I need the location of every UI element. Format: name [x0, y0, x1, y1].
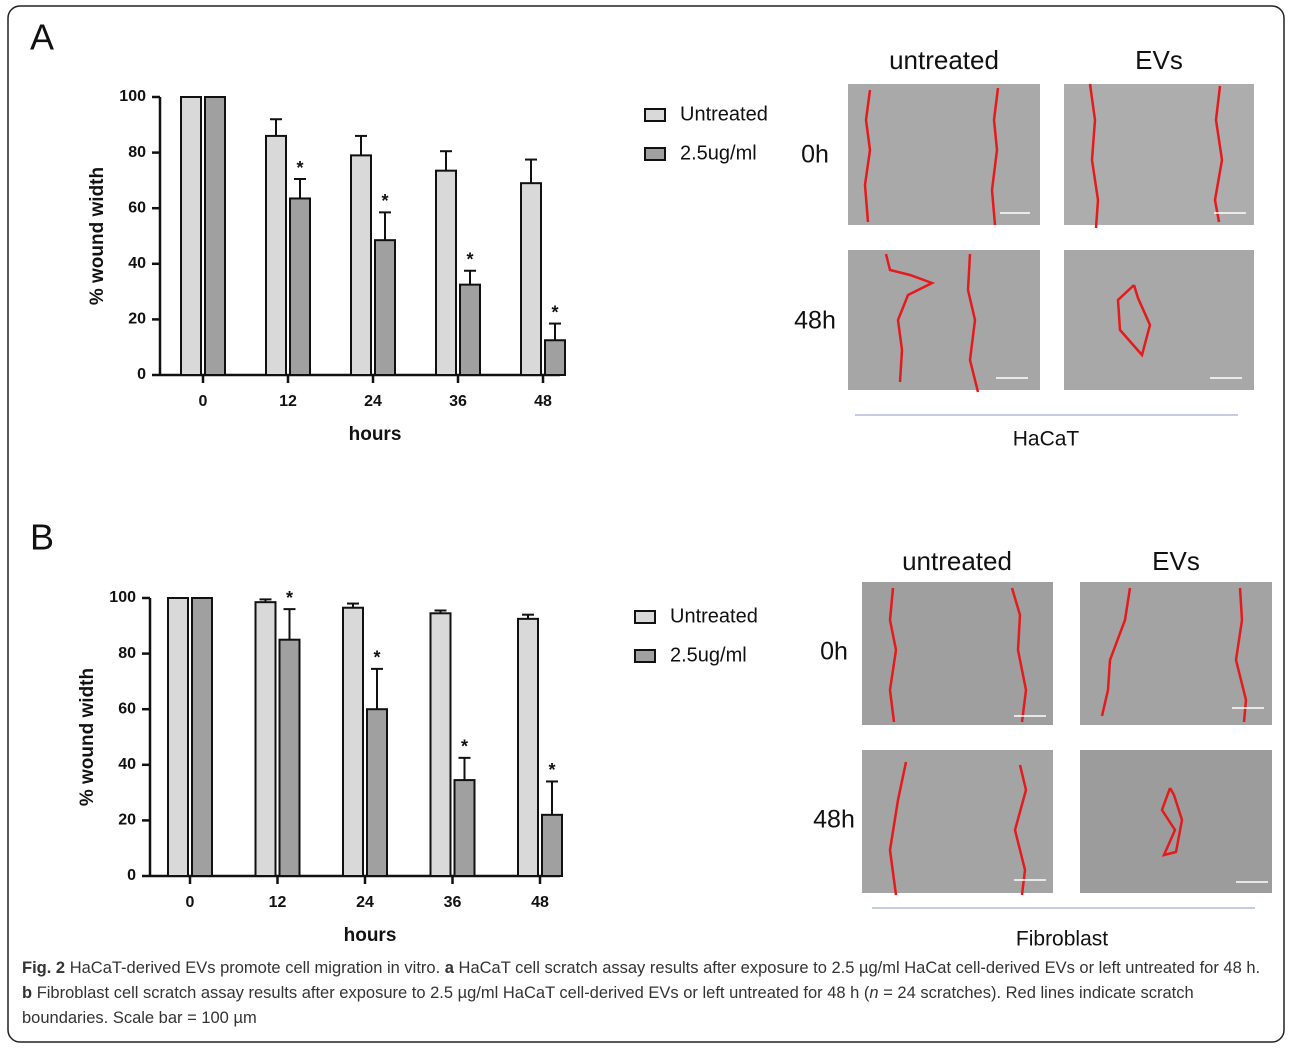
image-column-label: EVs: [1135, 45, 1183, 75]
x-tick-label: 12: [279, 393, 297, 410]
bar: [168, 598, 188, 876]
caption-part-label: b: [22, 984, 32, 1002]
y-axis-label: % wound width: [87, 167, 108, 305]
image-row-label: 0h: [801, 141, 829, 169]
y-axis-label: % wound width: [77, 668, 98, 806]
y-tick-label: 40: [118, 756, 136, 773]
bar: [266, 136, 286, 375]
image-column-label: untreated: [902, 546, 1012, 576]
bar: [256, 602, 276, 876]
x-axis-label: hours: [344, 925, 397, 946]
x-tick-label: 0: [186, 894, 195, 911]
panel-label: A: [30, 17, 54, 58]
error-bar: [371, 669, 383, 709]
figure: A 0 20 40 60 80 100 % wound width hours 0 12 * 24 * 36…: [0, 0, 1292, 1048]
legend-label: Untreated: [680, 103, 768, 125]
significance-marker: *: [286, 588, 293, 608]
x-tick-label: 12: [269, 894, 287, 911]
cell-type-label: HaCaT: [1013, 428, 1080, 451]
legend-label: 2.5ug/ml: [680, 142, 757, 164]
bar: [192, 598, 212, 876]
bar: [343, 608, 363, 876]
caption-title: HaCaT-derived EVs promote cell migration…: [70, 959, 440, 977]
y-tick-label: 60: [118, 700, 136, 717]
bar: [351, 155, 371, 375]
y-tick-label: 0: [127, 867, 136, 884]
y-tick-label: 80: [128, 144, 146, 161]
caption-text: HaCaT cell scratch assay results after e…: [459, 959, 1261, 977]
significance-marker: *: [296, 158, 303, 178]
legend-swatch: [645, 148, 665, 160]
legend-label: Untreated: [670, 605, 758, 627]
significance-marker: *: [466, 250, 473, 270]
bar: [455, 780, 475, 876]
x-tick-label: 36: [444, 894, 462, 911]
bar: [367, 709, 387, 876]
significance-marker: *: [373, 648, 380, 668]
x-axis-label: hours: [349, 424, 402, 445]
bar: [205, 97, 225, 375]
error-bar: [440, 151, 452, 170]
x-tick-label: 48: [531, 894, 549, 911]
significance-marker: *: [461, 737, 468, 757]
error-bar: [270, 119, 282, 136]
bar: [518, 619, 538, 876]
x-tick-label: 24: [356, 894, 374, 911]
panel-label: B: [30, 517, 54, 558]
image-column-label: EVs: [1152, 546, 1200, 576]
legend-swatch: [635, 650, 655, 662]
y-tick-label: 100: [109, 589, 136, 606]
caption-text: Fibroblast cell scratch assay results af…: [37, 984, 870, 1002]
y-tick-label: 20: [128, 311, 146, 328]
error-bar: [284, 609, 296, 640]
bar: [375, 240, 395, 375]
error-bar: [464, 271, 476, 285]
y-tick-label: 20: [118, 812, 136, 829]
caption-n: n: [869, 984, 878, 1002]
caption: Fig. 2 HaCaT-derived EVs promote cell mi…: [22, 956, 1272, 1031]
error-bar: [355, 136, 367, 155]
figure-graphics: A 0 20 40 60 80 100 % wound width hours 0 12 * 24 * 36…: [0, 0, 1292, 1048]
image-row-label: 48h: [794, 307, 836, 335]
x-tick-label: 36: [449, 393, 467, 410]
bar: [460, 285, 480, 375]
bar: [521, 183, 541, 375]
y-tick-label: 60: [128, 199, 146, 216]
legend-swatch: [645, 109, 665, 121]
x-tick-label: 24: [364, 393, 382, 410]
bar: [545, 340, 565, 375]
significance-marker: *: [548, 760, 555, 780]
error-bar: [525, 160, 537, 184]
caption-label: Fig. 2: [22, 959, 65, 977]
bar: [431, 613, 451, 876]
error-bar: [546, 781, 558, 814]
error-bar: [379, 212, 391, 240]
x-tick-label: 48: [534, 393, 552, 410]
image-row-label: 48h: [813, 806, 855, 834]
cell-type-label: Fibroblast: [1016, 928, 1108, 951]
error-bar: [294, 179, 306, 198]
legend-swatch: [635, 611, 655, 623]
image-row-label: 0h: [820, 638, 848, 666]
legend-label: 2.5ug/ml: [670, 644, 747, 666]
x-tick-label: 0: [199, 393, 208, 410]
bar: [290, 198, 310, 375]
micrographs: [848, 84, 1272, 908]
y-tick-label: 40: [128, 255, 146, 272]
error-bar: [549, 324, 561, 341]
bar: [181, 97, 201, 375]
caption-part-label: a: [445, 959, 454, 977]
bar: [436, 171, 456, 375]
error-bar: [459, 758, 471, 780]
significance-marker: *: [381, 191, 388, 211]
significance-marker: *: [551, 302, 558, 322]
bar: [280, 640, 300, 876]
y-tick-label: 100: [119, 88, 146, 105]
y-tick-label: 80: [118, 645, 136, 662]
image-column-label: untreated: [889, 45, 999, 75]
bar: [542, 815, 562, 876]
y-tick-label: 0: [137, 366, 146, 383]
